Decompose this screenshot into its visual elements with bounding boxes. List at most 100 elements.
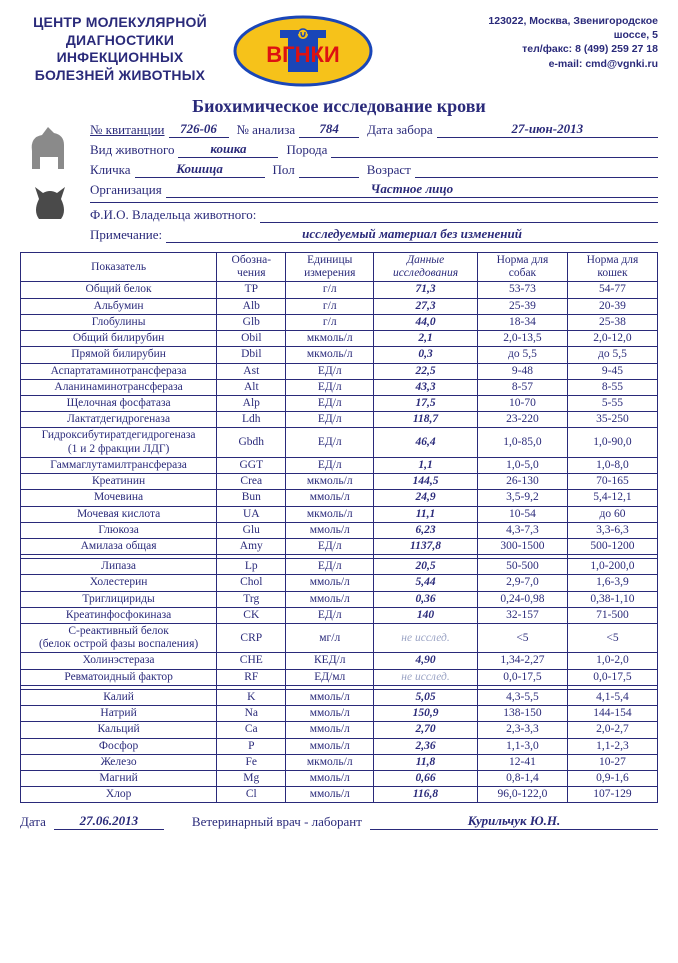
cell-indicator: Натрий — [21, 706, 217, 722]
cell-cat: 2,0-12,0 — [567, 331, 657, 347]
dog-icon — [24, 123, 76, 175]
cell-abbr: K — [217, 689, 286, 705]
cell-cat: 107-129 — [567, 787, 657, 803]
cell-abbr: RF — [217, 669, 286, 685]
cell-dog: 23-220 — [477, 412, 567, 428]
cell-dog: 0,8-1,4 — [477, 771, 567, 787]
cell-cat: 1,0-90,0 — [567, 428, 657, 457]
receipt-label: № квитанции — [90, 122, 165, 138]
cell-value: 0,66 — [374, 771, 478, 787]
note-value: исследуемый материал без изменений — [166, 226, 658, 243]
cell-value: 1137,8 — [374, 538, 478, 554]
cell-indicator: Калий — [21, 689, 217, 705]
contacts: 123022, Москва, Звенигородское шоссе, 5 … — [386, 14, 658, 71]
cell-value: 6,23 — [374, 522, 478, 538]
cell-cat: 4,1-5,4 — [567, 689, 657, 705]
cell-cat: 144-154 — [567, 706, 657, 722]
cell-abbr: Ca — [217, 722, 286, 738]
breed-label: Порода — [286, 142, 327, 158]
cell-value: 2,1 — [374, 331, 478, 347]
cell-cat: 70-165 — [567, 474, 657, 490]
cell-cat: 25-38 — [567, 314, 657, 330]
cell-value: 0,3 — [374, 347, 478, 363]
cell-cat: 1,0-200,0 — [567, 559, 657, 575]
cell-unit: г/л — [286, 298, 374, 314]
address-line2: шоссе, 5 — [386, 28, 658, 42]
cell-indicator: Гаммаглутамилтрансфераза — [21, 457, 217, 473]
cell-abbr: Cl — [217, 787, 286, 803]
cell-value: 4,90 — [374, 653, 478, 669]
table-row: АспартатаминотрансферазаAstЕД/л22,59-489… — [21, 363, 658, 379]
cell-cat: 2,0-2,7 — [567, 722, 657, 738]
cell-cat: 35-250 — [567, 412, 657, 428]
cell-abbr: Amy — [217, 538, 286, 554]
table-row: С-реактивный белок(белок острой фазы вос… — [21, 624, 658, 653]
cell-indicator: Креатинин — [21, 474, 217, 490]
cell-unit: ЕД/л — [286, 395, 374, 411]
sex-value — [299, 177, 359, 178]
col-indicator: Показатель — [21, 253, 217, 282]
table-row: ХолестеринCholммоль/л5,442,9-7,01,6-3,9 — [21, 575, 658, 591]
cell-unit: ммоль/л — [286, 591, 374, 607]
cell-dog: 0,0-17,5 — [477, 669, 567, 685]
cell-cat: 0,0-17,5 — [567, 669, 657, 685]
cell-indicator: Амилаза общая — [21, 538, 217, 554]
table-row: ХолинэстеразаCHEКЕД/л4,901,34-2,271,0-2,… — [21, 653, 658, 669]
cell-dog: 26-130 — [477, 474, 567, 490]
cell-dog: 9-48 — [477, 363, 567, 379]
col-dog: Норма длясобак — [477, 253, 567, 282]
cell-indicator: Гидроксибутиратдегидрогеназа(1 и 2 фракц… — [21, 428, 217, 457]
cell-unit: мкмоль/л — [286, 347, 374, 363]
cell-indicator: Мочевая кислота — [21, 506, 217, 522]
cell-abbr: Mg — [217, 771, 286, 787]
table-row: МагнийMgммоль/л0,660,8-1,40,9-1,6 — [21, 771, 658, 787]
cell-value: 46,4 — [374, 428, 478, 457]
cell-abbr: TP — [217, 282, 286, 298]
svg-text:ВГНКИ: ВГНКИ — [266, 42, 340, 67]
analysis-value: 784 — [299, 121, 359, 138]
cell-unit: мкмоль/л — [286, 474, 374, 490]
cell-unit: г/л — [286, 282, 374, 298]
cell-dog: 10-54 — [477, 506, 567, 522]
table-row: ТриглициридыTrgммоль/л0,360,24-0,980,38-… — [21, 591, 658, 607]
cell-indicator: Хлор — [21, 787, 217, 803]
cell-unit: ммоль/л — [286, 522, 374, 538]
cell-value: 144,5 — [374, 474, 478, 490]
cell-unit: ЕД/л — [286, 457, 374, 473]
cell-abbr: CK — [217, 607, 286, 623]
sex-label: Пол — [273, 162, 295, 178]
cell-unit: ЕД/мл — [286, 669, 374, 685]
cell-unit: ммоль/л — [286, 771, 374, 787]
table-row: Щелочная фосфатазаAlpЕД/л17,510-705-55 — [21, 395, 658, 411]
owner-value — [260, 222, 658, 223]
cell-value: 1,1 — [374, 457, 478, 473]
cell-unit: ЕД/л — [286, 607, 374, 623]
cell-dog: 96,0-122,0 — [477, 787, 567, 803]
cell-abbr: GGT — [217, 457, 286, 473]
cell-cat: 3,3-6,3 — [567, 522, 657, 538]
cell-value: 140 — [374, 607, 478, 623]
col-cat: Норма длякошек — [567, 253, 657, 282]
cell-dog: 32-157 — [477, 607, 567, 623]
cell-cat: 9-45 — [567, 363, 657, 379]
table-row: Гидроксибутиратдегидрогеназа(1 и 2 фракц… — [21, 428, 658, 457]
cell-dog: 3,5-9,2 — [477, 490, 567, 506]
table-row: МочевинаBunммоль/л24,93,5-9,25,4-12,1 — [21, 490, 658, 506]
cell-dog: 1,1-3,0 — [477, 738, 567, 754]
date-taken-value: 27-июн-2013 — [437, 121, 658, 138]
cell-indicator: Щелочная фосфатаза — [21, 395, 217, 411]
name-value: Кошица — [135, 161, 265, 178]
cell-cat: до 60 — [567, 506, 657, 522]
cell-dog: 10-70 — [477, 395, 567, 411]
cell-abbr: Ldh — [217, 412, 286, 428]
analysis-label: № анализа — [237, 122, 296, 138]
receipt-value: 726-06 — [169, 121, 229, 138]
cell-dog: 300-1500 — [477, 538, 567, 554]
pet-icons — [20, 121, 80, 246]
cell-dog: 2,0-13,5 — [477, 331, 567, 347]
footer-vet: Курильчук Ю.Н. — [370, 813, 658, 830]
cell-unit: ЕД/л — [286, 412, 374, 428]
cell-abbr: Alb — [217, 298, 286, 314]
footer-vet-label: Ветеринарный врач - лаборант — [192, 814, 362, 830]
cell-value: 71,3 — [374, 282, 478, 298]
